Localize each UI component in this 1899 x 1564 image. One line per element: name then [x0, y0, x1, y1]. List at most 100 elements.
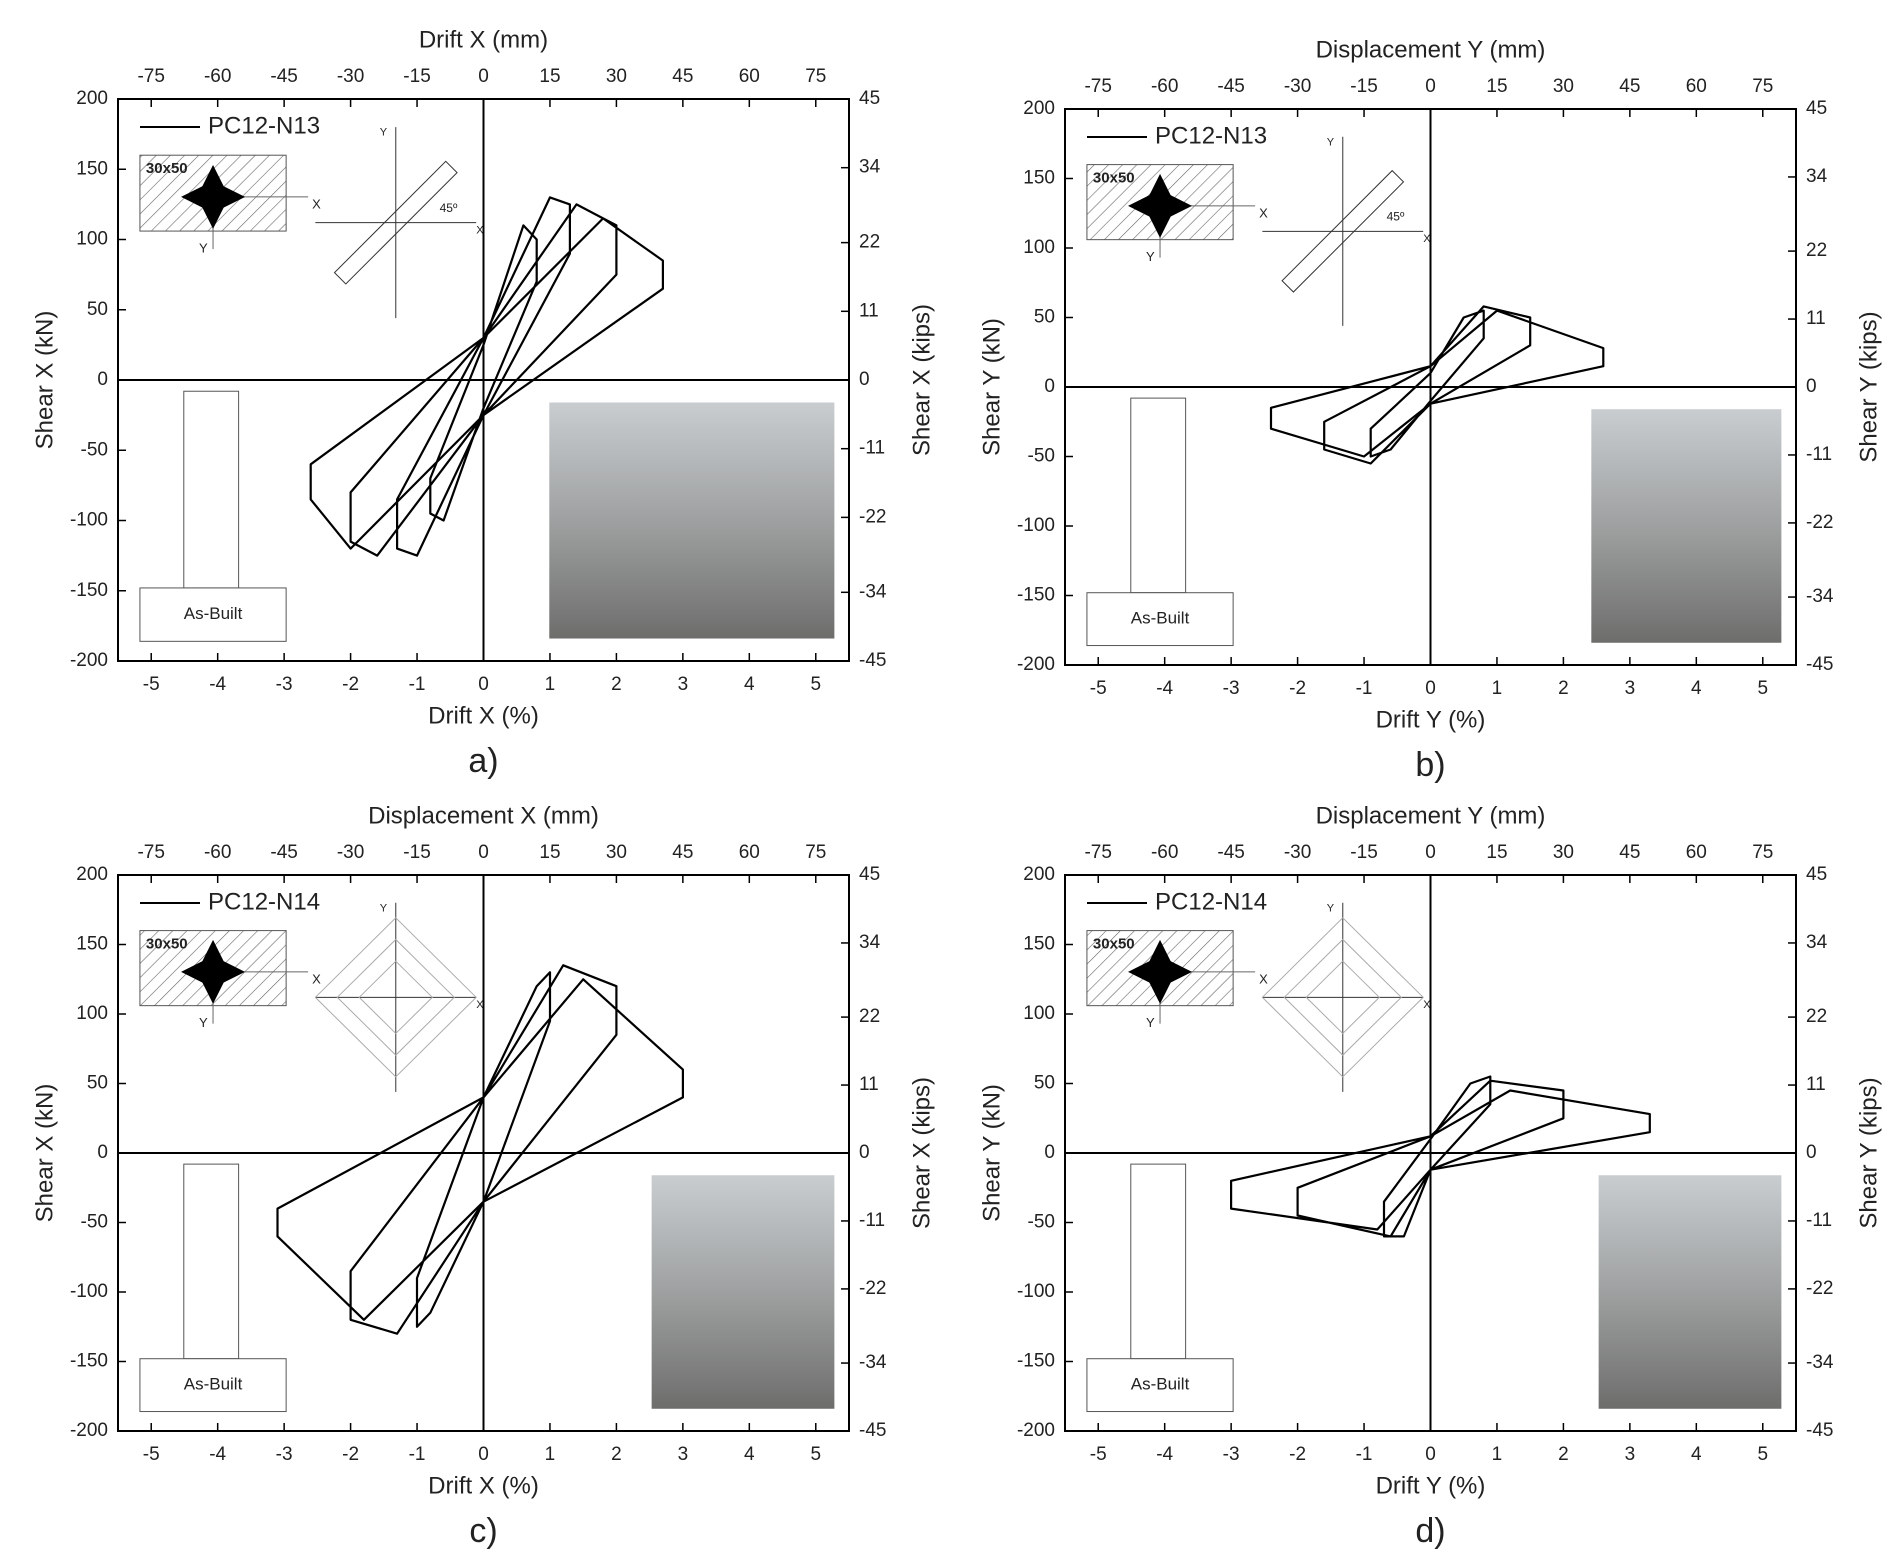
x-tick-label: -5: [1090, 1444, 1107, 1465]
y-tick-label: 0: [1044, 1142, 1055, 1163]
x-tick-label: 2: [1558, 1444, 1569, 1465]
y2-tick-label: -11: [1806, 444, 1832, 465]
y-tick-label: 50: [1034, 1073, 1055, 1094]
diagram-x-label: X: [476, 999, 484, 1011]
y2-tick-label: -45: [859, 1420, 886, 1441]
x2-tick-label: -30: [1284, 842, 1311, 863]
x2-tick-label: -45: [1217, 76, 1244, 97]
x2-tick-label: 45: [672, 66, 693, 87]
y-tick-label: 0: [1044, 376, 1055, 397]
panel-caption: c): [469, 1512, 497, 1550]
x-tick-label: 3: [678, 1444, 689, 1465]
x2-tick-label: -75: [1084, 76, 1111, 97]
x-tick-label: 3: [678, 674, 689, 695]
x2-tick-label: 30: [1553, 842, 1574, 863]
diagram-y-label: Y: [1327, 136, 1335, 148]
x2-tick-label: 30: [606, 842, 627, 863]
y-tick-label: -50: [81, 439, 108, 460]
y2-tick-label: 34: [1806, 166, 1828, 187]
x-tick-label: 4: [1691, 678, 1702, 699]
x-tick-label: -5: [1090, 678, 1107, 699]
y-tick-label: -100: [70, 1281, 108, 1302]
y2-tick-label: 45: [859, 864, 880, 885]
y-tick-label: 100: [76, 229, 108, 250]
x-tick-label: -3: [1223, 1444, 1240, 1465]
y-tick-label: 150: [1023, 934, 1055, 955]
x2-tick-label: 60: [1686, 842, 1707, 863]
x2-tick-label: 60: [739, 66, 760, 87]
y2-tick-label: 34: [1806, 932, 1828, 953]
x2-tick-label: -15: [403, 66, 430, 87]
panel-caption: a): [468, 742, 498, 780]
x-tick-label: 0: [1425, 1444, 1436, 1465]
elevation-column: [1130, 397, 1187, 594]
legend-label: PC12-N13: [208, 112, 320, 139]
section-y-label: Y: [199, 1015, 208, 1030]
hysteresis-curve: [309, 196, 664, 557]
y-tick-label: 100: [1023, 237, 1055, 258]
x2-tick-label: 15: [1486, 842, 1507, 863]
x-tick-label: -3: [1223, 678, 1240, 699]
x-tick-label: 1: [545, 1444, 556, 1465]
y2-tick-label: 22: [859, 1006, 880, 1027]
x2-tick-label: -60: [204, 842, 231, 863]
y2-tick-label: 34: [859, 932, 881, 953]
hysteresis-curve: [1269, 305, 1605, 465]
elevation-label: As-Built: [184, 1374, 243, 1393]
x-tick-label: -2: [1289, 1444, 1306, 1465]
y-tick-label: 200: [76, 88, 108, 109]
x-tick-label: -4: [209, 674, 226, 695]
x2-tick-label: 75: [1752, 842, 1773, 863]
section-label: 30x50: [1093, 936, 1135, 953]
x2-tick-label: -45: [270, 842, 297, 863]
y2-tick-label: -45: [859, 650, 886, 671]
x-axis-title: Drift Y (%): [1376, 706, 1486, 733]
y2-tick-label: 0: [859, 369, 870, 390]
x2-tick-label: -30: [1284, 76, 1311, 97]
x2-tick-label: 45: [1619, 76, 1640, 97]
y2-tick-label: -11: [859, 438, 885, 459]
x-tick-label: -1: [1356, 1444, 1373, 1465]
elevation-column: [183, 390, 240, 589]
y-axis-title: Shear X (kN): [31, 1084, 58, 1223]
y2-tick-label: 45: [859, 88, 880, 109]
x2-tick-label: -30: [337, 66, 364, 87]
y-tick-label: -150: [1017, 1351, 1055, 1372]
diagram-x-label: X: [476, 225, 484, 237]
x2-tick-label: -75: [137, 842, 164, 863]
specimen-photo: [1598, 1175, 1782, 1409]
elevation-label: As-Built: [184, 604, 243, 623]
x-axis-title: Drift X (%): [428, 1472, 539, 1499]
specimen-photo: [549, 402, 835, 639]
x2-tick-label: 45: [672, 842, 693, 863]
y-tick-label: -150: [70, 580, 108, 601]
x2-axis-title: Drift X (mm): [419, 26, 548, 53]
x-tick-label: 3: [1625, 1444, 1636, 1465]
x-tick-label: -5: [143, 1444, 160, 1465]
y2-tick-label: -34: [1806, 586, 1834, 607]
x2-tick-label: 0: [1425, 76, 1436, 97]
y-tick-label: 50: [87, 299, 108, 320]
x2-tick-label: -60: [204, 66, 231, 87]
diagram-diamond: [1283, 938, 1402, 1056]
x-tick-label: 3: [1625, 678, 1636, 699]
x2-axis-title: Displacement X (mm): [368, 802, 599, 829]
angle-label: 45º: [440, 201, 458, 215]
hysteresis-curve: [1230, 1075, 1651, 1238]
y-tick-label: -100: [1017, 515, 1055, 536]
y-tick-label: 200: [1023, 864, 1055, 885]
y-tick-label: 0: [97, 369, 108, 390]
x-tick-label: 2: [611, 674, 622, 695]
column-rotated: [333, 160, 458, 285]
y2-tick-label: 0: [859, 1142, 870, 1163]
x-tick-label: 5: [810, 1444, 821, 1465]
x-tick-label: -5: [143, 674, 160, 695]
diagram-diamond: [1261, 917, 1424, 1078]
x-tick-label: -2: [342, 1444, 359, 1465]
x2-tick-label: -15: [1350, 842, 1377, 863]
y-tick-label: 150: [76, 934, 108, 955]
angle-label: 45º: [1387, 209, 1405, 223]
x2-tick-label: 75: [1752, 76, 1773, 97]
y-tick-label: 150: [76, 158, 108, 179]
elevation-column: [1130, 1163, 1187, 1360]
